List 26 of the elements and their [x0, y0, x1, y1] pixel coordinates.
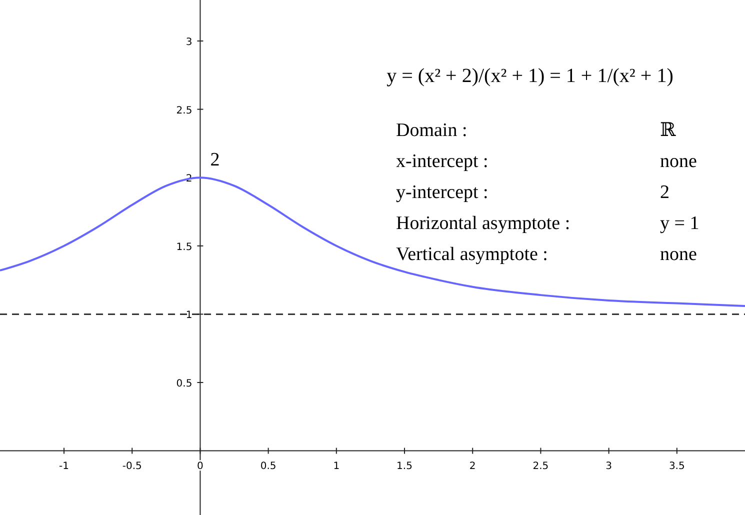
y-tick-label: 1.5 — [176, 242, 192, 253]
annotation: none — [660, 244, 697, 265]
x-tick-label: 0.5 — [260, 460, 276, 472]
annotation: Vertical asymptote : — [396, 244, 548, 265]
y-tick-label: 3 — [186, 36, 192, 48]
y-tick-label: 1 — [186, 310, 192, 322]
annotation: y = 1 — [660, 213, 700, 234]
x-tick-label: 2.5 — [532, 460, 549, 472]
annotation: Domain : — [396, 120, 468, 141]
annotation: none — [660, 151, 697, 172]
x-tick-label: -0.5 — [122, 460, 142, 472]
x-tick-label: -1 — [59, 460, 70, 472]
x-tick-label: 1.5 — [396, 460, 412, 472]
annotation: y-intercept : — [396, 182, 488, 203]
x-tick-label: 1 — [333, 460, 340, 472]
x-tick-label: 2 — [469, 460, 476, 472]
y-tick-label: 2.5 — [176, 105, 192, 116]
annotation: 2 — [660, 182, 670, 203]
annotation: Horizontal asymptote : — [396, 213, 570, 234]
annotation: x-intercept : — [396, 151, 488, 172]
y-tick-label: 0.5 — [176, 378, 192, 390]
x-tick-label: 3 — [606, 460, 612, 472]
annotation: ℝ — [660, 120, 676, 141]
annotation: y = (x² + 2)/(x² + 1) = 1 + 1/(x² + 1) — [386, 65, 674, 87]
x-tick-label: 3.5 — [668, 460, 685, 472]
annotation: 2 — [210, 150, 220, 171]
